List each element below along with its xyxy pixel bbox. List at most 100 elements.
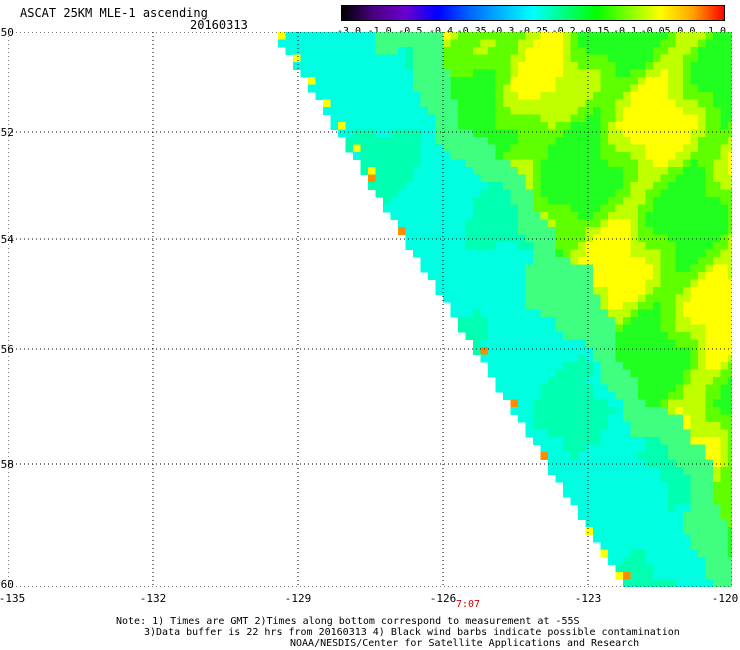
swath-cell (630, 189, 639, 198)
swath-cell (608, 77, 616, 85)
swath-cell (488, 159, 496, 168)
swath-cell (720, 512, 729, 520)
swath-cell (450, 249, 459, 258)
swath-cell (690, 579, 699, 587)
swath-cell (473, 339, 481, 348)
swath-cell (675, 32, 684, 40)
swath-cell (728, 474, 732, 483)
swath-cell (548, 242, 556, 250)
swath-cell (653, 482, 661, 490)
swath-cell (698, 287, 706, 295)
swath-cell (450, 204, 459, 213)
swath-cell (480, 122, 489, 130)
swath-cell (458, 62, 466, 70)
swath-cell (585, 197, 594, 205)
swath-cell (608, 324, 616, 333)
swath-cell (570, 84, 579, 93)
swath-cell (638, 444, 646, 453)
swath-cell (713, 47, 721, 55)
swath-cell (653, 294, 661, 303)
swath-cell (383, 174, 391, 183)
swath-cell (398, 189, 406, 198)
swath-cell (578, 204, 586, 213)
swath-cell (525, 114, 534, 123)
swath-cell (518, 362, 526, 370)
swath-cell (698, 362, 706, 370)
swath-cell (518, 339, 526, 348)
swath-cell (435, 197, 444, 205)
swath-cell (480, 107, 489, 115)
swath-cell (330, 47, 339, 55)
swath-cell (510, 294, 519, 303)
swath-cell (668, 144, 676, 153)
swath-cell (608, 422, 616, 430)
swath-cell (293, 47, 301, 55)
swath-cell (668, 324, 676, 333)
swath-cell (713, 144, 721, 153)
swath-cell (660, 317, 669, 325)
swath-cell (383, 54, 391, 63)
swath-cell (375, 159, 384, 168)
swath-cell (533, 324, 541, 333)
swath-cell (458, 54, 466, 63)
swath-cell (720, 114, 729, 123)
swath-cell (683, 444, 691, 453)
swath-cell (570, 92, 579, 100)
swath-cell (443, 197, 451, 205)
swath-cell (720, 504, 729, 513)
swath-cell (390, 167, 399, 175)
swath-cell (615, 159, 624, 168)
swath-cell (645, 497, 654, 505)
swath-cell (630, 47, 639, 55)
swath-cell (495, 39, 504, 48)
swath-cell (668, 287, 676, 295)
swath-cell (698, 54, 706, 63)
swath-cell (653, 399, 661, 408)
swath-cell (563, 122, 571, 130)
swath-cell (585, 422, 594, 430)
swath-cell (473, 257, 481, 265)
swath-cell (593, 62, 601, 70)
swath-cell (683, 114, 691, 123)
swath-cell (570, 474, 579, 483)
swath-cell (600, 182, 609, 190)
swath-cell (705, 339, 714, 348)
swath-cell (428, 92, 436, 100)
swath-cell (668, 279, 676, 288)
swath-cell (675, 47, 684, 55)
swath-cell (615, 174, 624, 183)
swath-cell (623, 294, 631, 303)
swath-cell (653, 347, 661, 355)
swath-cell (593, 47, 601, 55)
swath-cell (720, 542, 729, 550)
swath-cell (533, 69, 541, 78)
swath-cell (563, 197, 571, 205)
swath-cell (405, 62, 414, 70)
swath-cell (608, 47, 616, 55)
swath-cell (660, 474, 669, 483)
swath-cell (540, 302, 549, 310)
swath-cell (495, 47, 504, 55)
swath-cell (623, 69, 631, 78)
swath-cell (563, 369, 571, 378)
swath-cell (720, 122, 729, 130)
swath-cell (728, 69, 732, 78)
swath-cell (503, 264, 511, 273)
swath-cell (525, 399, 534, 408)
swath-cell (495, 257, 504, 265)
swath-cell (353, 137, 361, 145)
swath-cell (675, 167, 684, 175)
swath-cell (705, 519, 714, 528)
swath-cell (368, 182, 376, 190)
swath-cell (668, 122, 676, 130)
swath-cell (465, 227, 474, 235)
swath-cell (323, 77, 331, 85)
swath-cell (540, 47, 549, 55)
swath-cell (653, 219, 661, 228)
swath-cell (443, 167, 451, 175)
swath-cell (713, 354, 721, 363)
swath-cell (698, 152, 706, 160)
swath-cell (713, 467, 721, 475)
swath-cell (398, 212, 406, 220)
swath-cell (570, 309, 579, 318)
